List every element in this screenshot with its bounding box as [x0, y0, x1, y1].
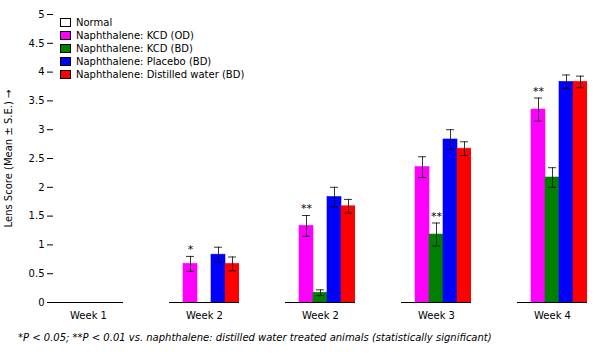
- svg-text:5: 5: [38, 9, 44, 20]
- svg-text:0.5: 0.5: [29, 268, 45, 279]
- svg-text:0: 0: [38, 297, 44, 308]
- svg-text:Lens Score (Mean ± S.E.) →: Lens Score (Mean ± S.E.) →: [3, 90, 14, 228]
- svg-text:4: 4: [38, 66, 44, 77]
- html-text:Naphthalene: Distilled water (: Naphthalene: Distilled water (BD): [76, 69, 245, 80]
- svg-text:1: 1: [38, 239, 44, 250]
- html-text:Naphthalene: KCD (BD): Naphthalene: KCD (BD): [76, 43, 193, 54]
- svg-text:Week 2: Week 2: [302, 310, 339, 321]
- svg-text:**: **: [431, 210, 443, 223]
- svg-text:Week 1: Week 1: [70, 310, 107, 321]
- svg-text:2: 2: [38, 182, 44, 193]
- svg-text:3: 3: [38, 124, 44, 135]
- svg-text:3.5: 3.5: [29, 95, 45, 106]
- svg-text:**: **: [533, 85, 545, 98]
- svg-text:1.5: 1.5: [29, 210, 45, 221]
- svg-text:Week 3: Week 3: [418, 310, 455, 321]
- html-text:Normal: Normal: [76, 17, 113, 28]
- svg-text:Week 4: Week 4: [534, 310, 571, 321]
- svg-text:**: **: [301, 202, 313, 215]
- svg-text:Week 2: Week 2: [186, 310, 223, 321]
- html-text:*P < 0.05; **P < 0.01 vs. naph: *P < 0.05; **P < 0.01 vs. naphthalene: d…: [18, 332, 492, 343]
- html-text:Naphthalene: Placebo (BD): Naphthalene: Placebo (BD): [76, 56, 212, 67]
- svg-text:2.5: 2.5: [29, 153, 45, 164]
- html-text:Naphthalene: KCD (OD): Naphthalene: KCD (OD): [76, 30, 194, 41]
- svg-text:4.5: 4.5: [29, 38, 45, 49]
- svg-text:*: *: [188, 243, 194, 256]
